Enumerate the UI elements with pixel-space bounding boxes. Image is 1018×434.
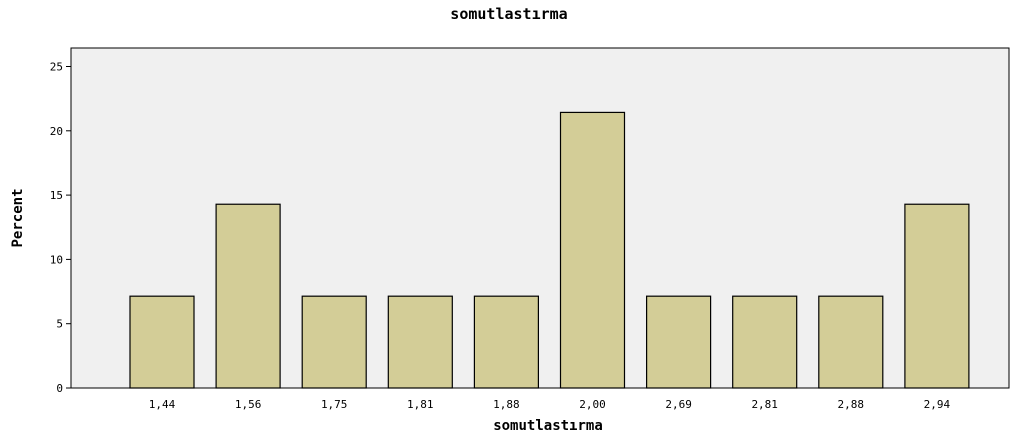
y-tick-label: 20 bbox=[50, 125, 63, 138]
bar bbox=[387, 295, 453, 389]
bar bbox=[645, 295, 712, 389]
chart-title: somutlastırma bbox=[450, 5, 567, 23]
bar bbox=[732, 295, 798, 389]
x-tick-label: 1,81 bbox=[407, 398, 434, 411]
bar bbox=[818, 295, 884, 389]
x-tick-label: 2,81 bbox=[751, 398, 778, 411]
bar bbox=[904, 203, 970, 389]
y-tick-label: 15 bbox=[50, 189, 63, 202]
bar bbox=[129, 295, 195, 389]
y-tick-label: 5 bbox=[56, 318, 63, 331]
bar-series bbox=[129, 111, 970, 389]
bar bbox=[215, 203, 281, 389]
x-axis-label: somutlastırma bbox=[493, 418, 603, 434]
y-axis-label: Percent bbox=[10, 188, 26, 247]
x-axis: 1,44 1,56 1,75 1,81 1,88 2,00 2,69 2,81 2,88 2,94 bbox=[149, 398, 951, 411]
y-tick-label: 10 bbox=[50, 253, 63, 266]
x-tick-label: 1,56 bbox=[235, 398, 262, 411]
x-tick-label: 1,75 bbox=[321, 398, 348, 411]
bar bbox=[301, 295, 367, 389]
x-tick-label: 2,94 bbox=[924, 398, 951, 411]
x-tick-label: 2,88 bbox=[838, 398, 865, 411]
x-tick-label: 2,69 bbox=[665, 398, 692, 411]
y-axis: 0 5 10 15 20 25 bbox=[50, 61, 71, 395]
bar bbox=[559, 111, 626, 389]
y-tick-label: 0 bbox=[56, 382, 63, 395]
x-tick-label: 2,00 bbox=[579, 398, 606, 411]
y-tick-label: 25 bbox=[50, 61, 63, 74]
bar bbox=[473, 295, 539, 389]
x-tick-label: 1,44 bbox=[149, 398, 176, 411]
x-tick-label: 1,88 bbox=[493, 398, 520, 411]
